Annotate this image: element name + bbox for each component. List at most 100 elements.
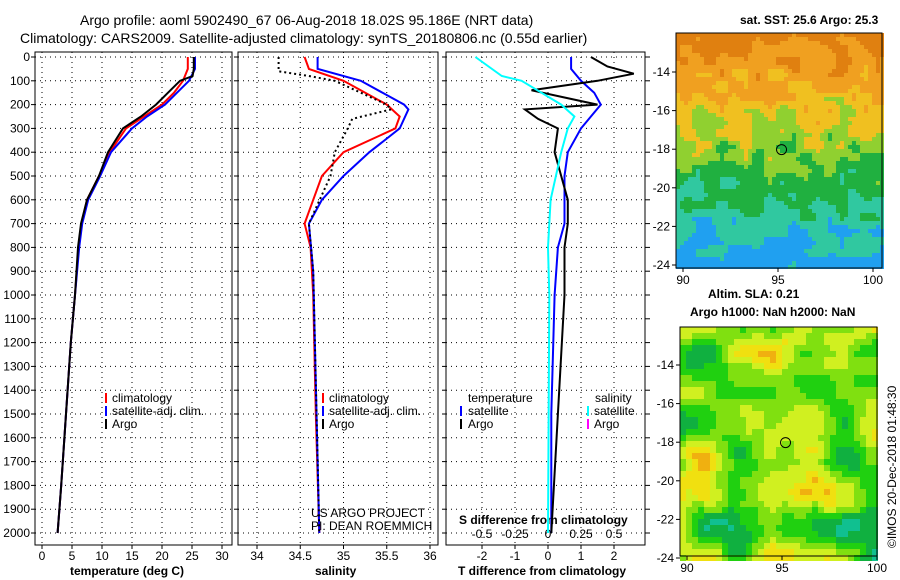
map-cell [804,85,808,89]
map-cell [876,113,880,117]
map-cell [794,327,800,333]
map-cell [696,169,700,173]
map-cell [808,77,812,81]
map-cell [864,249,868,253]
map-cell [816,161,820,165]
map-cell [748,105,752,109]
map-cell [860,555,866,561]
map-cell [740,33,744,37]
map-cell [768,205,772,209]
map-cell [676,141,680,145]
map-cell [806,405,812,411]
map-cell [716,375,722,381]
map-cell [788,181,792,185]
map-cell [804,245,808,249]
map-cell [836,537,842,543]
map-cell [854,501,860,507]
map-cell [820,73,824,77]
map-cell [872,141,876,145]
map-cell [746,375,752,381]
map-cell [740,53,744,57]
map-cell [736,253,740,257]
map-cell [686,339,692,345]
map-cell [840,161,844,165]
map-cell [840,165,844,169]
map-cell [836,65,840,69]
map-cell [684,141,688,145]
map-cell [840,117,844,121]
map-cell [800,507,806,513]
map-cell [746,351,752,357]
map-cell [818,447,824,453]
map-cell [740,233,744,237]
map-cell [708,93,712,97]
map-cell [864,73,868,77]
map-cell [676,213,680,217]
map-cell [770,501,776,507]
map-cell [828,233,832,237]
map-cell [844,53,848,57]
map-cell [824,543,830,549]
map-cell [704,519,710,525]
map-cell [864,237,868,241]
map-cell [700,145,704,149]
map-cell [872,77,876,81]
map-cell [768,173,772,177]
map-cell [732,77,736,81]
map-cell [824,93,828,97]
map-cell [812,85,816,89]
map-cell [794,429,800,435]
map-cell [684,45,688,49]
map-cell [728,241,732,245]
map-cell [808,233,812,237]
map-cell [716,197,720,201]
map-cell [864,121,868,125]
map-cell [724,161,728,165]
map-cell [860,109,864,113]
map-cell [692,133,696,137]
map-cell [704,85,708,89]
map-cell [746,411,752,417]
map-cell [872,193,876,197]
map-cell [854,459,860,465]
map-cell [698,339,704,345]
map-cell [788,189,792,193]
depth-tick-label: 2000 [3,526,30,540]
map-cell [864,233,868,237]
map-cell [848,429,854,435]
map-cell [776,363,782,369]
map-cell [760,253,764,257]
map-cell [746,453,752,459]
map-cell [848,471,854,477]
map-cell [734,411,740,417]
map-cell [752,447,758,453]
map-cell [708,133,712,137]
map-cell [844,81,848,85]
map-cell [698,525,704,531]
map-cell [800,65,804,69]
map-cell [676,265,680,269]
map-cell [764,205,768,209]
map-cell [800,185,804,189]
map-cell [698,441,704,447]
map-cell [820,249,824,253]
map-cell [852,101,856,105]
map-cell [740,257,744,261]
map-cell [780,201,784,205]
map-cell [844,57,848,61]
map-cell [692,363,698,369]
map-cell [740,49,744,53]
map-cell [808,129,812,133]
map-cell [780,73,784,77]
map-cell [724,73,728,77]
map-cell [720,37,724,41]
map-cell [844,253,848,257]
map-cell [752,221,756,225]
map-cell [868,265,872,269]
map-cell [800,209,804,213]
map-cell [836,495,842,501]
map-cell [736,65,740,69]
map-cell [728,177,732,181]
map-cell [852,89,856,93]
map-cell [776,549,782,555]
